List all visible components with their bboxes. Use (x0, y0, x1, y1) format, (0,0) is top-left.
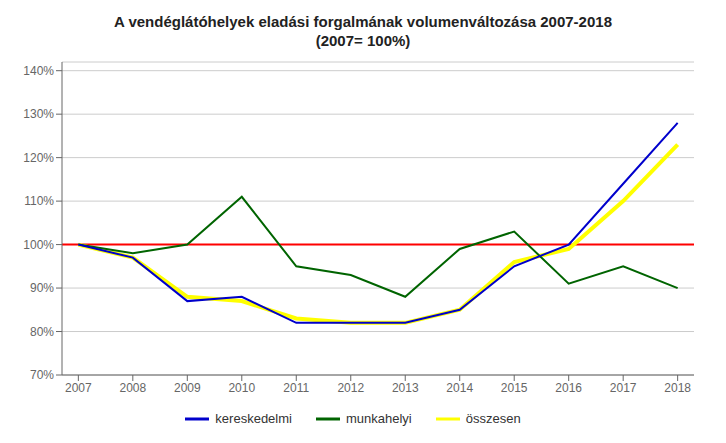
html-text:munkahelyi: munkahelyi (346, 411, 412, 426)
svg-text:2007: 2007 (65, 381, 92, 395)
html-text:összesen: összesen (465, 411, 521, 426)
svg-text:2016: 2016 (555, 381, 582, 395)
svg-text:110%: 110% (24, 194, 54, 208)
svg-text:2018: 2018 (664, 381, 691, 395)
html-text:A vendéglátóhelyek eladási for: A vendéglátóhelyek eladási forgalmának v… (114, 13, 612, 30)
svg-text:100%: 100% (23, 238, 54, 252)
svg-text:2014: 2014 (446, 381, 473, 395)
svg-text:2008: 2008 (119, 381, 146, 395)
svg-text:2015: 2015 (501, 381, 528, 395)
svg-text:2017: 2017 (610, 381, 637, 395)
svg-text:2009: 2009 (174, 381, 201, 395)
svg-text:2010: 2010 (228, 381, 255, 395)
svg-text:120%: 120% (23, 151, 54, 165)
svg-text:90%: 90% (30, 281, 54, 295)
svg-text:70%: 70% (30, 368, 54, 382)
svg-text:130%: 130% (23, 107, 54, 121)
svg-text:140%: 140% (23, 64, 54, 78)
html-text:(2007= 100%): (2007= 100%) (315, 32, 411, 49)
svg-text:2013: 2013 (392, 381, 419, 395)
svg-text:2011: 2011 (283, 381, 309, 395)
svg-text:2012: 2012 (337, 381, 364, 395)
svg-text:80%: 80% (30, 325, 54, 339)
html-text:kereskedelmi: kereskedelmi (215, 411, 292, 426)
